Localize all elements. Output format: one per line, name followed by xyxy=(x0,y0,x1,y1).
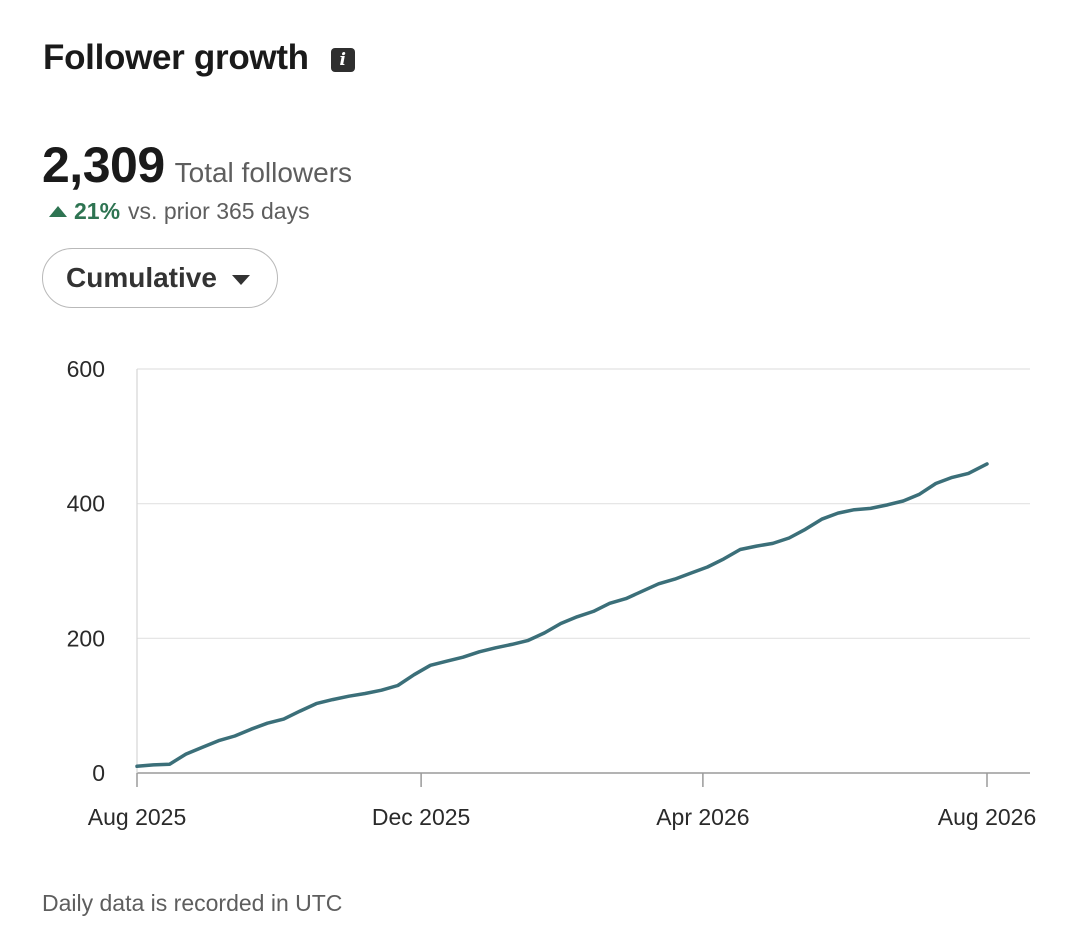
y-tick-label: 400 xyxy=(67,491,105,517)
total-followers-label: Total followers xyxy=(174,157,353,188)
x-tick-label: Aug 2025 xyxy=(88,804,186,830)
view-selector-dropdown[interactable]: Cumulative xyxy=(42,248,278,308)
follower-growth-chart: 0 200 400 600 Aug 2025 Dec 2025 Apr 2026 Aug 2… xyxy=(67,356,1037,830)
chevron-down-icon xyxy=(231,274,250,285)
chart-series-line xyxy=(135,462,989,769)
total-followers-value: 2,309 xyxy=(42,137,165,193)
x-tick-label: Aug 2026 xyxy=(938,804,1036,830)
total-followers-stat: 2,309 Total followers xyxy=(42,136,352,194)
page-title: Follower growth xyxy=(43,38,309,77)
delta-percent: 21% xyxy=(74,198,121,224)
x-tick-label: Apr 2026 xyxy=(656,804,749,830)
info-icon[interactable]: i xyxy=(330,47,355,72)
footnote: Daily data is recorded in UTC xyxy=(42,890,343,916)
header: Follower growth i xyxy=(43,38,355,78)
delta-comparison-text: vs. prior 365 days xyxy=(128,198,310,224)
arrow-up-icon xyxy=(49,206,67,217)
view-selector-label: Cumulative xyxy=(66,262,217,293)
growth-delta: 21% vs. prior 365 days xyxy=(49,198,310,225)
x-tick-label: Dec 2025 xyxy=(372,804,470,830)
y-tick-label: 200 xyxy=(67,625,105,651)
y-tick-label: 0 xyxy=(92,760,105,786)
y-tick-label: 600 xyxy=(67,356,105,382)
